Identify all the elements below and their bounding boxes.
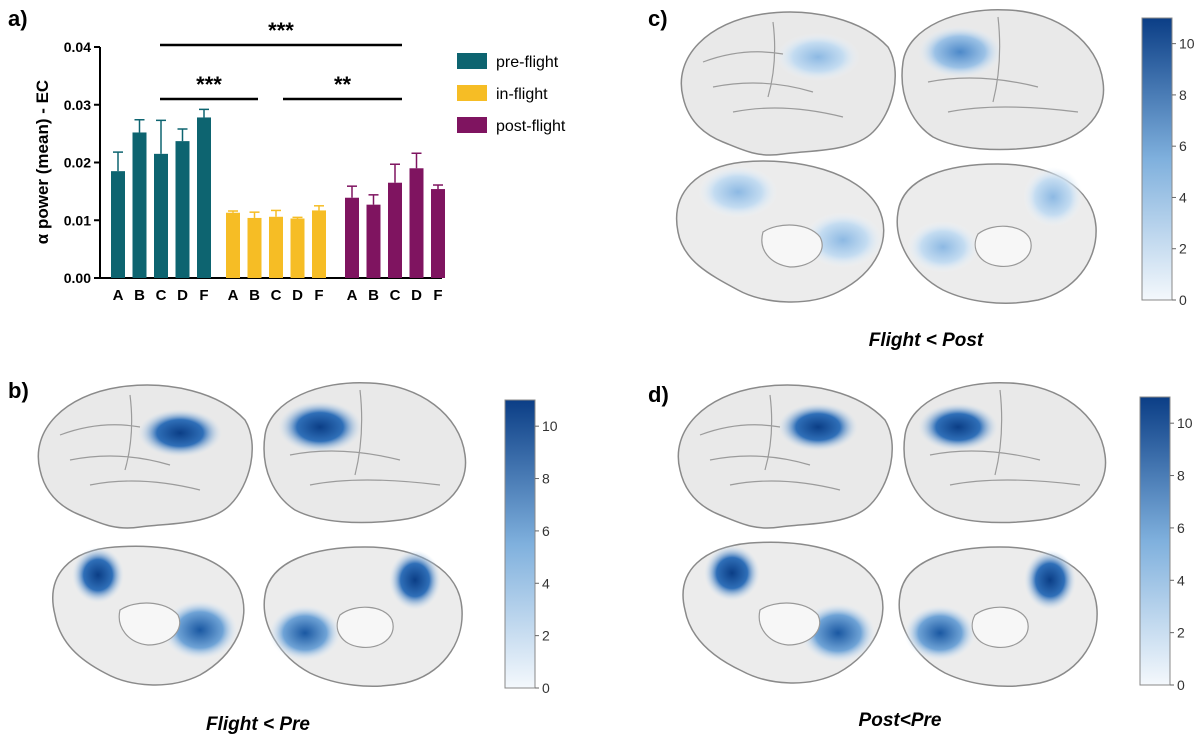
y-tick-label: 0.03 <box>64 97 91 113</box>
colorbar-tick-label: 4 <box>542 575 550 591</box>
colorbar-tick-label: 0 <box>542 680 550 695</box>
colorbar-tick-label: 6 <box>1179 138 1187 154</box>
significance-label: *** <box>196 72 222 97</box>
x-tick-label: A <box>347 287 358 304</box>
brain-map-post-vs-pre <box>677 381 1107 687</box>
colorbar-tick-label: 10 <box>1179 36 1195 52</box>
colorbar-gradient <box>504 399 536 689</box>
medial-left-hemisphere <box>52 545 245 686</box>
panel-label-b: b) <box>8 378 29 403</box>
medial-right-hemisphere <box>896 163 1097 304</box>
colorbar-tick-label: 0 <box>1177 677 1185 692</box>
x-tick-label: F <box>314 287 323 304</box>
bar-post-flight-F <box>431 189 445 278</box>
x-tick-label: B <box>368 287 379 304</box>
bar-in-flight-C <box>269 216 283 278</box>
x-tick-label: D <box>177 287 188 304</box>
colorbar-d: 0 2 4 6 8 10 <box>1139 396 1193 692</box>
legend-swatch-pre-flight <box>457 53 487 69</box>
legend-label-in-flight: in-flight <box>496 86 548 103</box>
colorbar-tick-label: 2 <box>542 628 550 644</box>
colorbar-tick-label: 10 <box>542 418 558 434</box>
bar-post-flight-B <box>366 204 381 278</box>
lateral-right-hemisphere <box>903 381 1107 524</box>
legend-swatch-post-flight <box>457 117 487 133</box>
x-tick-label: C <box>271 287 282 304</box>
panel-label-d: d) <box>648 382 669 407</box>
legend-label-pre-flight: pre-flight <box>496 54 559 71</box>
x-tick-label: D <box>292 287 303 304</box>
caption-c: Flight < Post <box>868 330 984 351</box>
bar-post-flight-D <box>409 168 424 278</box>
significance-label: ** <box>334 72 352 97</box>
bar-in-flight-B <box>247 217 262 278</box>
x-tick-label: C <box>156 287 167 304</box>
y-tick-label: 0.00 <box>64 270 91 286</box>
x-tick-label: F <box>433 287 442 304</box>
bar-in-flight-F <box>312 210 326 278</box>
lateral-right-hemisphere <box>901 8 1105 151</box>
colorbar-tick-label: 4 <box>1177 572 1185 588</box>
x-tick-label: F <box>199 287 208 304</box>
alpha-power-bar-chart: α power (mean) - EC 0.00 0.01 0.02 0.03 0.04… <box>33 18 566 304</box>
y-tick-label: 0.04 <box>64 39 91 55</box>
caption-d: Post<Pre <box>858 710 942 731</box>
medial-left-hemisphere <box>675 160 885 303</box>
bar-in-flight-A <box>226 212 240 278</box>
x-tick-label: B <box>134 287 145 304</box>
colorbar-tick-label: 8 <box>1179 87 1187 103</box>
bar-post-flight-C <box>388 182 402 278</box>
bar-pre-flight-B <box>132 132 147 278</box>
colorbar-gradient <box>1139 396 1171 686</box>
colorbar-tick-label: 10 <box>1177 415 1193 431</box>
y-tick-label: 0.02 <box>64 155 91 171</box>
bar-pre-flight-A <box>111 171 125 278</box>
lateral-right-hemisphere <box>263 381 467 524</box>
x-tick-label: A <box>113 287 124 304</box>
colorbar-gradient <box>1141 17 1173 301</box>
lateral-left-hemisphere <box>680 11 896 156</box>
x-tick-label: D <box>411 287 422 304</box>
bar-in-flight-D <box>290 218 305 278</box>
x-tick-label: B <box>249 287 260 304</box>
colorbar-tick-label: 8 <box>1177 468 1185 484</box>
colorbar-tick-label: 4 <box>1179 189 1187 205</box>
x-tick-label: A <box>228 287 239 304</box>
legend-swatch-in-flight <box>457 85 487 101</box>
significance-label: *** <box>268 18 294 43</box>
medial-left-hemisphere <box>682 541 884 684</box>
legend-label-post-flight: post-flight <box>496 118 566 135</box>
colorbar-tick-label: 0 <box>1179 292 1187 305</box>
lateral-left-hemisphere <box>677 384 893 529</box>
y-tick-label: 0.01 <box>64 212 91 228</box>
bar-pre-flight-D <box>175 141 190 278</box>
medial-right-hemisphere <box>263 546 463 687</box>
colorbar-tick-label: 8 <box>542 471 550 487</box>
panel-label-c: c) <box>648 6 668 31</box>
bar-post-flight-A <box>345 197 359 278</box>
brain-map-flight-vs-pre <box>37 381 467 687</box>
x-tick-label: C <box>390 287 401 304</box>
colorbar-tick-label: 2 <box>1179 241 1187 257</box>
colorbar-b: 0 2 4 6 8 10 <box>504 399 558 695</box>
panel-label-a: a) <box>8 6 28 31</box>
brain-map-flight-vs-post <box>675 8 1105 304</box>
bar-pre-flight-F <box>197 117 211 278</box>
colorbar-tick-label: 6 <box>1177 520 1185 536</box>
caption-b: Flight < Pre <box>206 714 310 735</box>
colorbar-tick-label: 6 <box>542 523 550 539</box>
colorbar-c: 0 2 4 6 8 10 <box>1141 17 1195 305</box>
medial-right-hemisphere <box>898 546 1098 687</box>
y-axis-label: α power (mean) - EC <box>33 80 52 244</box>
lateral-left-hemisphere <box>37 384 253 529</box>
colorbar-tick-label: 2 <box>1177 625 1185 641</box>
bar-pre-flight-C <box>154 153 168 278</box>
